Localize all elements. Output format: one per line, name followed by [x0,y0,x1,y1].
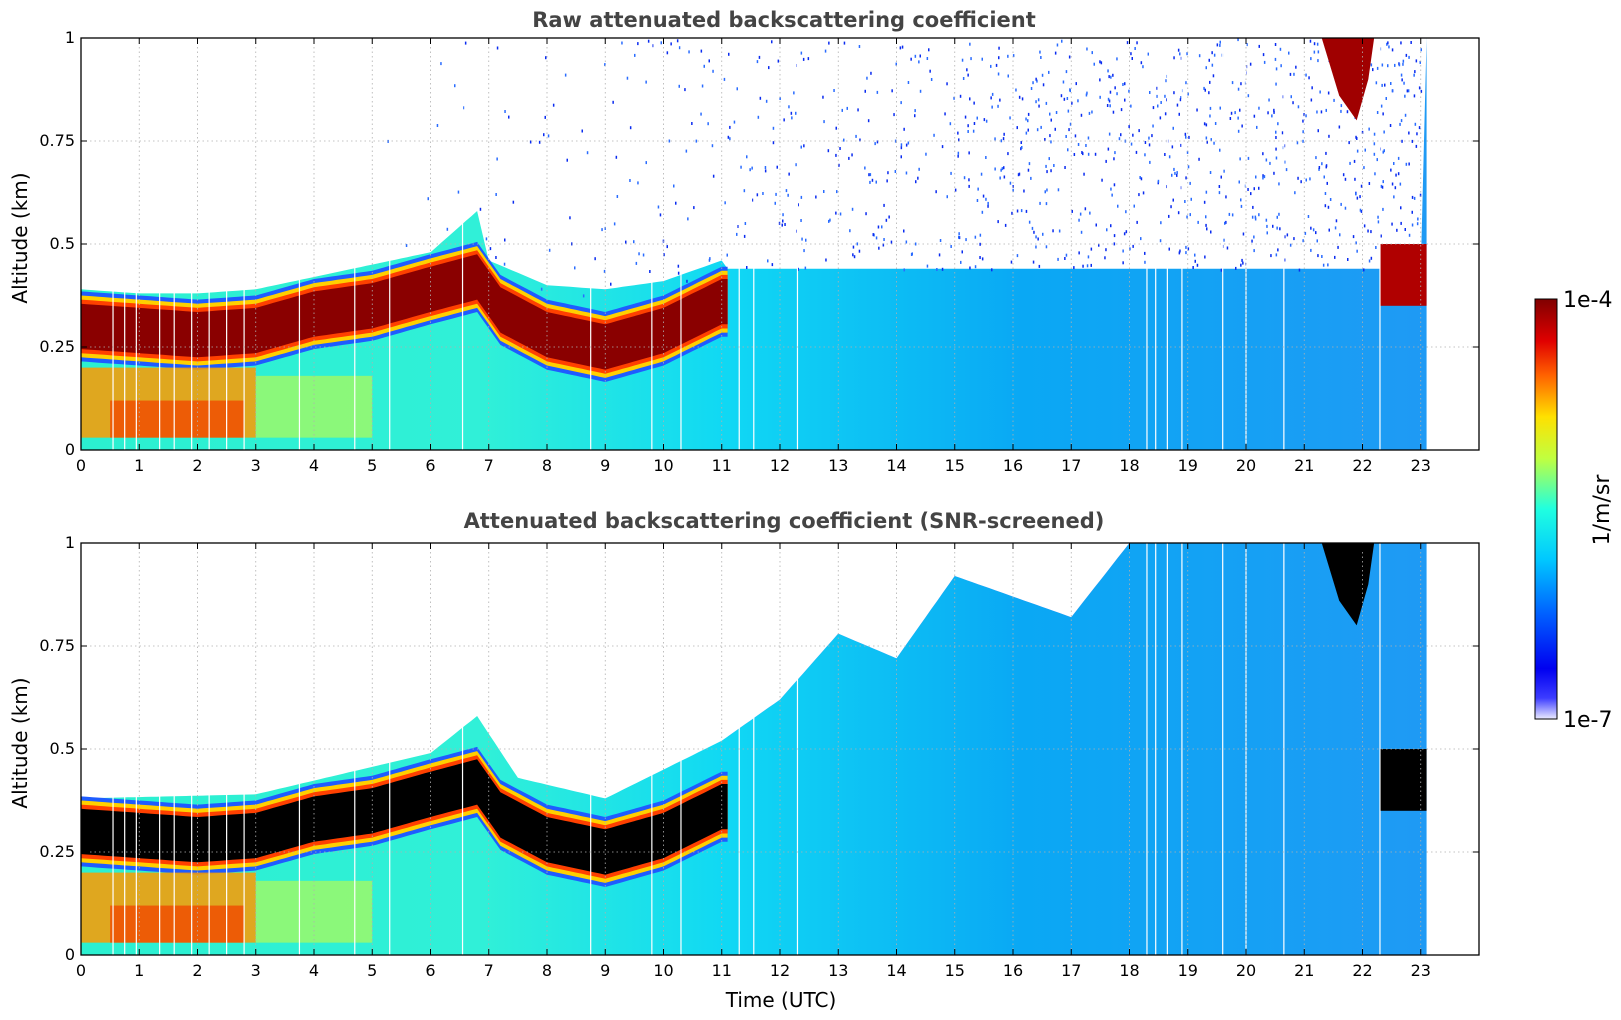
x-tick-label: 7 [484,456,494,475]
colorbar: 1e-4 1e-7 1/m/sr [1534,288,1615,733]
x-tick-label: 8 [542,961,552,980]
x-tick-label: 9 [600,961,610,980]
screened-backscatter-panel: Attenuated backscattering coefficient (S… [8,509,1480,980]
x-axis-label: Time (UTC) [725,988,837,1012]
x-tick-label: 19 [1178,456,1198,475]
panel-title: Attenuated backscattering coefficient (S… [464,509,1105,533]
x-tick-label: 12 [770,456,790,475]
x-tick-label: 8 [542,456,552,475]
x-tick-label: 5 [367,961,377,980]
colorbar-gradient [1534,298,1558,720]
x-tick-label: 9 [600,456,610,475]
y-tick-label: 0.5 [50,234,75,253]
x-tick-label: 23 [1411,961,1431,980]
y-tick-label: 0 [65,945,75,964]
y-tick-label: 0.75 [39,131,75,150]
x-tick-label: 2 [192,456,202,475]
x-tick-label: 4 [309,456,319,475]
panel-title: Raw attenuated backscattering coefficien… [532,8,1036,32]
y-axis: 0 0.25 0.5 0.75 1 [39,533,1479,964]
x-tick-label: 3 [251,961,261,980]
x-tick-label: 16 [1003,961,1023,980]
x-tick-label: 23 [1411,456,1431,475]
x-tick-label: 17 [1061,961,1081,980]
raw-backscatter-panel: Raw attenuated backscattering coefficien… [8,8,1480,475]
x-tick-label: 6 [425,456,435,475]
x-tick-label: 13 [828,456,848,475]
x-tick-label: 7 [484,961,494,980]
grid-lines [80,37,1479,451]
x-tick-label: 0 [76,456,86,475]
x-tick-label: 19 [1178,961,1198,980]
x-tick-label: 0 [76,961,86,980]
colorbar-title: 1/m/sr [1590,474,1615,546]
y-axis-label: Altitude (km) [8,677,32,808]
x-tick-label: 6 [425,961,435,980]
x-tick-label: 22 [1352,961,1372,980]
x-tick-label: 16 [1003,456,1023,475]
x-tick-label: 14 [886,456,906,475]
y-tick-label: 1 [65,28,75,47]
x-tick-label: 21 [1294,456,1314,475]
x-tick-label: 11 [712,456,732,475]
y-tick-label: 0.25 [39,842,75,861]
y-tick-label: 0.5 [50,739,75,758]
x-axis: 0 1 2 3 4 5 6 7 8 9 10 11 12 13 14 15 16 17 18 19 20 21 22 23 [76,38,1431,475]
x-tick-label: 14 [886,961,906,980]
x-tick-label: 11 [712,961,732,980]
x-tick-label: 10 [653,456,673,475]
colorbar-min-label: 1e-7 [1563,708,1612,733]
x-tick-label: 1 [134,456,144,475]
x-tick-label: 5 [367,456,377,475]
x-tick-label: 18 [1119,961,1139,980]
x-tick-label: 2 [192,961,202,980]
x-tick-label: 15 [945,961,965,980]
x-tick-label: 1 [134,961,144,980]
x-tick-label: 18 [1119,456,1139,475]
x-tick-label: 15 [945,456,965,475]
y-tick-label: 0 [65,440,75,459]
x-tick-label: 20 [1236,961,1256,980]
x-tick-label: 4 [309,961,319,980]
y-axis: 0 0.25 0.5 0.75 1 [39,28,1479,459]
x-tick-label: 20 [1236,456,1256,475]
heatmap-image [81,543,1427,955]
x-tick-label: 22 [1352,456,1372,475]
x-tick-label: 13 [828,961,848,980]
y-tick-label: 0.75 [39,636,75,655]
x-axis: 0 1 2 3 4 5 6 7 8 9 10 11 12 13 14 15 16 17 18 19 20 21 22 23 [76,543,1431,980]
y-tick-label: 0.25 [39,337,75,356]
y-tick-label: 1 [65,533,75,552]
x-tick-label: 12 [770,961,790,980]
x-tick-label: 21 [1294,961,1314,980]
x-tick-label: 3 [251,456,261,475]
y-axis-label: Altitude (km) [8,172,32,303]
x-tick-label: 17 [1061,456,1081,475]
colorbar-max-label: 1e-4 [1563,288,1612,313]
x-tick-label: 10 [653,961,673,980]
